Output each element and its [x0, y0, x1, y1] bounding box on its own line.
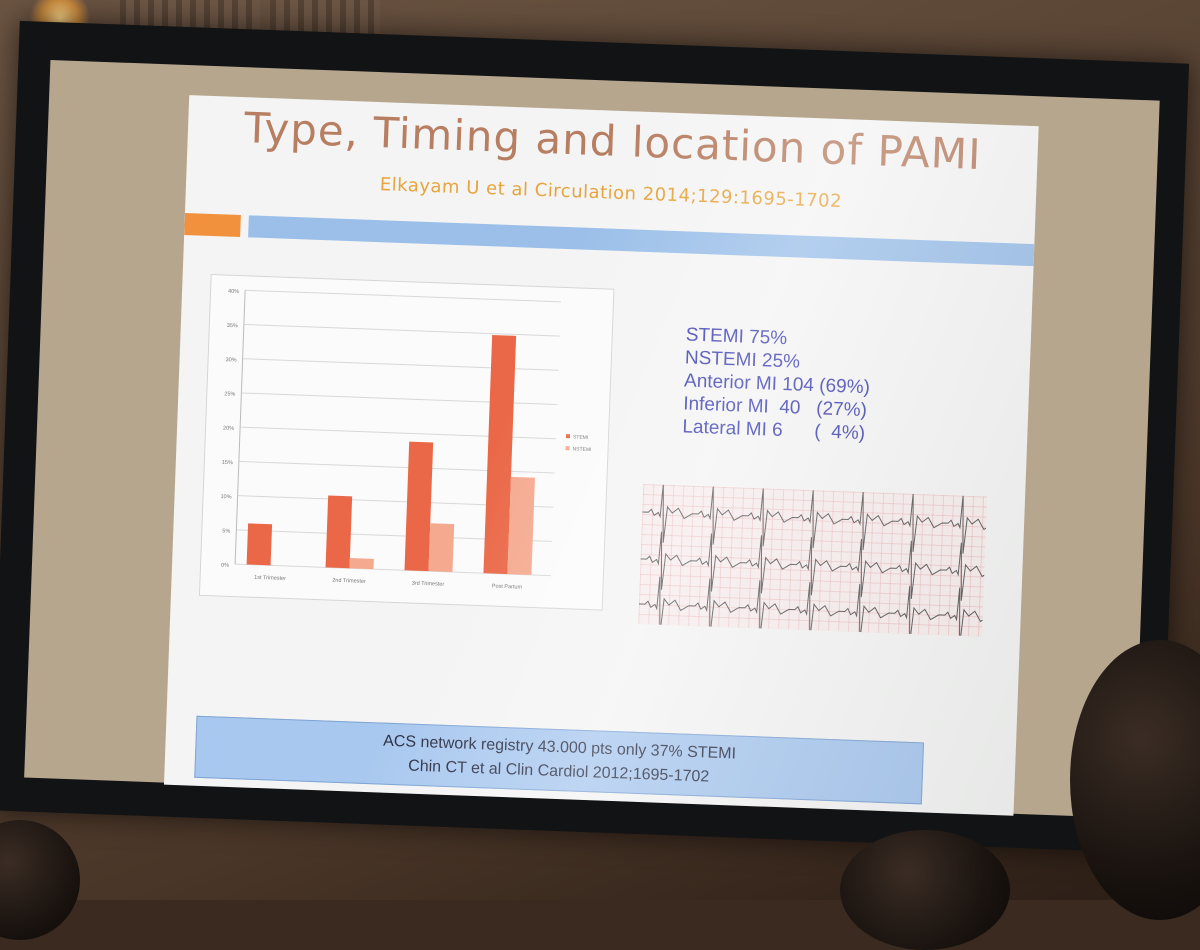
y-axis [234, 290, 246, 565]
mi-statistics-list: STEMI 75% NSTEMI 25% Anterior MI 104 (69… [682, 323, 946, 447]
projection-screen: Type, Timing and location of PAMI Elkaya… [24, 59, 1160, 819]
legend-label: NSTEMI [572, 446, 591, 453]
slide-title: Type, Timing and location of PAMI [243, 103, 983, 180]
legend-swatch [565, 434, 571, 439]
bar-stemi [325, 495, 353, 569]
blue-accent-bar [248, 215, 1035, 267]
y-tick-label: 5% [222, 528, 230, 534]
y-tick-label: 30% [225, 357, 236, 363]
y-tick-label: 40% [228, 289, 239, 295]
projection-screen-frame: Type, Timing and location of PAMI Elkaya… [0, 20, 1190, 854]
presentation-slide: Type, Timing and location of PAMI Elkaya… [163, 95, 1039, 816]
x-tick-label: 2nd Trimester [332, 578, 366, 585]
citation-box: ACS network registry 43.000 pts only 37%… [194, 715, 925, 805]
bar-chart-panel: 0% 5% 10% 15% 20% 25% 30% 35% 40% 1st Trimester 2n… [198, 273, 615, 611]
audience-head [0, 820, 80, 940]
ecg-tracing-image [638, 483, 993, 646]
audience-head [840, 830, 1010, 950]
bar-stemi [404, 441, 434, 572]
bar-nstemi [349, 558, 374, 570]
orange-accent-bar [184, 213, 241, 238]
bar-nstemi [428, 523, 455, 573]
ecg-waveform [638, 484, 993, 646]
legend-label: STEMI [573, 434, 588, 441]
legend-swatch [565, 446, 570, 451]
x-tick-label: Post Partum [492, 584, 523, 591]
y-tick-label: 15% [222, 460, 233, 466]
y-tick-label: 20% [223, 426, 234, 432]
gridline [243, 323, 560, 337]
y-tick-label: 25% [224, 391, 235, 397]
bar-chart: 0% 5% 10% 15% 20% 25% 30% 35% 40% 1st Trimester 2n… [220, 289, 591, 591]
y-tick-label: 10% [220, 494, 231, 500]
bar-stemi [483, 334, 517, 575]
y-tick-label: 0% [221, 563, 229, 569]
x-tick-label: 3rd Trimester [412, 581, 445, 588]
bar-stemi [246, 523, 273, 566]
bar-nstemi [507, 476, 535, 575]
x-tick-label: 1st Trimester [254, 575, 286, 582]
gridline [245, 289, 561, 303]
y-tick-label: 35% [227, 323, 238, 329]
